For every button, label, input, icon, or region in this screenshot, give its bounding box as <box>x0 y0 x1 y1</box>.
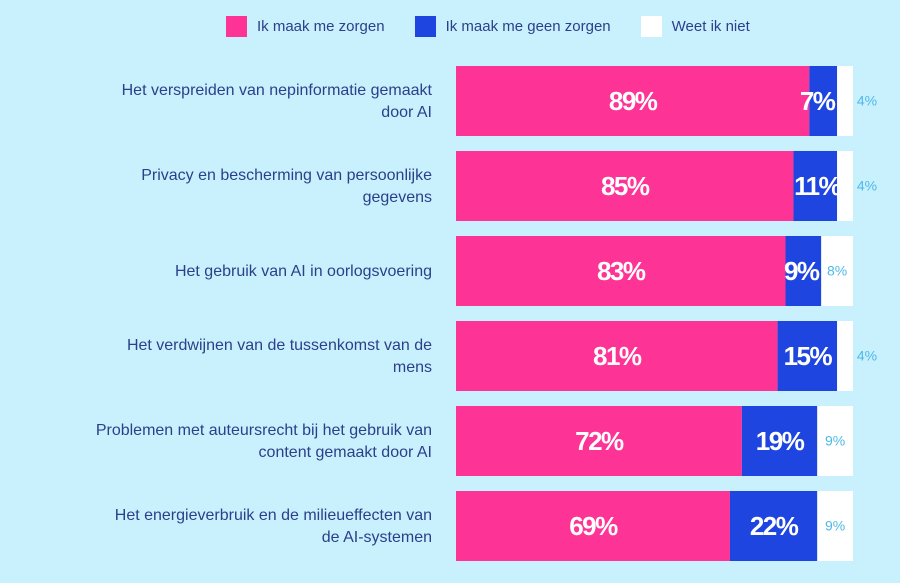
bar-segment <box>456 66 810 136</box>
data-label: 85% <box>601 171 650 201</box>
data-label: 9% <box>784 256 820 286</box>
bar-segment <box>456 491 730 561</box>
category-label: de AI-systemen <box>322 529 432 546</box>
data-label: 15% <box>784 341 833 371</box>
bar-segment <box>821 236 853 306</box>
data-label: 7% <box>800 86 836 116</box>
legend-swatch <box>640 16 662 37</box>
bar-segment <box>809 66 838 136</box>
category-label: Het verspreiden van nepinformatie gemaak… <box>122 82 433 99</box>
data-label: 22% <box>750 511 799 541</box>
legend: Ik maak me zorgen Ik maak me geen zorgen W… <box>226 16 780 37</box>
bar-segment <box>729 491 818 561</box>
category-label: Privacy en bescherming van persoonlijke <box>141 167 432 184</box>
data-label: 4% <box>857 348 877 364</box>
category-label: door AI <box>381 104 432 121</box>
legend-label: Weet ik niet <box>671 18 750 35</box>
legend-swatch <box>226 16 247 37</box>
data-label: 19% <box>756 426 805 456</box>
category-label: content gemaakt door AI <box>259 444 432 461</box>
legend-swatch <box>414 16 436 37</box>
category-label: Het verdwijnen van de tussenkomst van de <box>127 337 432 354</box>
data-label: 83% <box>597 256 646 286</box>
legend-label: Ik maak me geen zorgen <box>445 18 611 35</box>
data-label: 81% <box>593 341 642 371</box>
data-label: 9% <box>825 518 845 534</box>
data-label: 4% <box>857 178 877 194</box>
bar-segment <box>777 321 838 391</box>
bar-segment <box>456 236 786 306</box>
legend-item: Ik maak me zorgen <box>226 16 385 37</box>
category-label: mens <box>393 359 432 376</box>
data-label: 9% <box>825 433 845 449</box>
bar-segment <box>837 66 853 136</box>
bar-segment <box>785 236 822 306</box>
data-label: 11% <box>794 171 841 201</box>
data-label: 72% <box>575 426 624 456</box>
category-label: gegevens <box>363 189 432 206</box>
data-label: 4% <box>857 93 877 109</box>
bar-segment <box>793 151 838 221</box>
category-label: Problemen met auteursrecht bij het gebru… <box>96 422 432 439</box>
data-label: 89% <box>609 86 658 116</box>
legend-item: Weet ik niet <box>640 16 750 37</box>
bar-segment <box>741 406 818 476</box>
bar-segment <box>837 151 853 221</box>
category-label: Het energieverbruik en de milieueffecten… <box>115 507 432 524</box>
category-label: Het gebruik van AI in oorlogsvoering <box>175 263 432 280</box>
bar-segment <box>817 491 853 561</box>
legend-item: Ik maak me geen zorgen <box>414 16 611 37</box>
bar-segment <box>456 321 778 391</box>
bar-segment <box>817 406 853 476</box>
data-label: 69% <box>569 511 618 541</box>
bar-segment <box>456 406 742 476</box>
bar-segment <box>456 151 794 221</box>
legend-label: Ik maak me zorgen <box>257 18 385 35</box>
data-label: 8% <box>827 263 847 279</box>
bar-segment <box>837 321 853 391</box>
